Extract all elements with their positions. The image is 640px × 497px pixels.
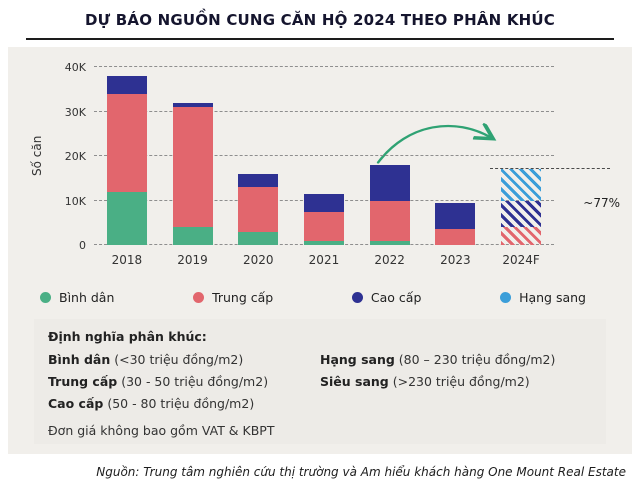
page-title: DỰ BÁO NGUỒN CUNG CĂN HỘ 2024 THEO PHÂN … bbox=[84, 11, 556, 29]
bar-segment-binh-dan bbox=[303, 240, 344, 245]
definitions-columns: Bình dân (<30 triệu đồng/m2) Trung cấp (3… bbox=[48, 352, 592, 418]
gridline bbox=[94, 155, 554, 156]
chart: Số căn ~77% 0 10K 20K 30K 40K 2018 2019 2020 20… bbox=[8, 59, 632, 281]
definition-sieu-sang: Siêu sang (>230 triệu đồng/m2) bbox=[320, 374, 592, 389]
legend-item-cao-cap: Cao cấp bbox=[351, 290, 422, 305]
title-bar: DỰ BÁO NGUỒN CUNG CĂN HỘ 2024 THEO PHÂN … bbox=[26, 0, 614, 40]
definition-term: Cao cấp bbox=[48, 396, 104, 411]
x-tick-label: 2022 bbox=[374, 253, 405, 267]
bar-segment-binh-dan bbox=[106, 191, 147, 245]
definition-cao-cap: Cao cấp (50 - 80 triệu đồng/m2) bbox=[48, 396, 320, 411]
legend-dot-trung-cap bbox=[193, 292, 205, 303]
y-axis-label: Số căn bbox=[30, 135, 44, 177]
bar-segment-cao-cap bbox=[501, 200, 542, 228]
growth-annotation: ~77% bbox=[583, 196, 620, 211]
legend: Bình dân Trung cấp Cao cấp Hạng sang bbox=[8, 281, 632, 315]
definition-term: Trung cấp bbox=[48, 374, 118, 389]
definitions-note: Đơn giá không bao gồm VAT & KBPT bbox=[48, 423, 275, 438]
gridline bbox=[94, 110, 554, 112]
bar-2022 bbox=[369, 67, 410, 245]
growth-arrow-icon bbox=[376, 119, 499, 164]
legend-dot-cao-cap bbox=[351, 292, 363, 303]
bar-segment-trung-cap bbox=[435, 229, 476, 245]
bar-2019 bbox=[172, 67, 213, 245]
definitions: Định nghĩa phân khúc: Bình dân (<30 triệ… bbox=[34, 319, 606, 444]
y-tick-label: 30K bbox=[64, 105, 86, 119]
legend-item-trung-cap: Trung cấp bbox=[193, 290, 273, 305]
x-tick-label: 2018 bbox=[111, 253, 143, 267]
definition-term: Hạng sang bbox=[320, 352, 395, 367]
definition-range: (30 - 50 triệu đồng/m2) bbox=[117, 374, 269, 389]
bar-2024f bbox=[501, 67, 542, 245]
y-tick-label: 40K bbox=[64, 61, 86, 74]
x-tick-label: 2024F bbox=[502, 253, 540, 267]
bar-segment-trung-cap bbox=[501, 227, 542, 245]
legend-label: Trung cấp bbox=[212, 290, 274, 305]
bars bbox=[94, 67, 554, 245]
definitions-column-left: Bình dân (<30 triệu đồng/m2) Trung cấp (3… bbox=[48, 352, 320, 418]
bar-2018 bbox=[106, 67, 147, 245]
legend-item-hang-sang: Hạng sang bbox=[500, 290, 586, 305]
bar-segment-cao-cap bbox=[238, 173, 279, 188]
bar-2021 bbox=[303, 67, 344, 245]
bar-2020 bbox=[238, 67, 279, 245]
definitions-column-right: Hạng sang (80 – 230 triệu đồng/m2) Siêu s… bbox=[320, 352, 592, 418]
definition-range: (50 - 80 triệu đồng/m2) bbox=[103, 396, 255, 411]
bar-segment-trung-cap bbox=[238, 187, 279, 232]
definitions-heading: Định nghĩa phân khúc: bbox=[48, 329, 207, 344]
definition-binh-dan: Bình dân (<30 triệu đồng/m2) bbox=[48, 352, 320, 367]
y-tick-label: 20K bbox=[64, 150, 86, 163]
bar-segment-trung-cap bbox=[106, 93, 147, 192]
bar-segment-trung-cap bbox=[172, 107, 213, 228]
legend-item-binh-dan: Bình dân bbox=[40, 290, 114, 305]
gridline bbox=[94, 66, 554, 67]
definition-term: Bình dân bbox=[48, 352, 111, 367]
legend-dot-binh-dan bbox=[40, 292, 51, 303]
definition-range: (>230 triệu đồng/m2) bbox=[388, 374, 530, 389]
bar-2023 bbox=[435, 67, 476, 245]
bar-segment-trung-cap bbox=[303, 211, 344, 241]
bar-segment-cao-cap bbox=[303, 193, 344, 212]
definition-term: Siêu sang bbox=[320, 374, 389, 389]
definition-hang-sang: Hạng sang (80 – 230 triệu đồng/m2) bbox=[320, 352, 592, 367]
definition-trung-cap: Trung cấp (30 - 50 triệu đồng/m2) bbox=[48, 374, 320, 389]
forecast-dashed-line bbox=[489, 168, 610, 170]
y-tick-label: 10K bbox=[64, 194, 86, 208]
bar-segment-cao-cap bbox=[435, 202, 476, 230]
definition-range: (80 – 230 triệu đồng/m2) bbox=[394, 352, 556, 367]
bar-segment-trung-cap bbox=[369, 200, 410, 241]
plot-area: ~77% 0 10K 20K 30K 40K bbox=[65, 61, 620, 252]
source-caption: Nguồn: Trung tâm nghiên cứu thị trường v… bbox=[96, 465, 626, 479]
legend-label: Hạng sang bbox=[519, 290, 586, 305]
legend-label: Bình dân bbox=[59, 290, 115, 305]
x-axis-labels: 2018 2019 2020 2021 2022 2023 2024F bbox=[94, 253, 554, 267]
x-tick-label: 2020 bbox=[242, 253, 274, 267]
bar-segment-cao-cap bbox=[106, 75, 147, 94]
chart-panel: Số căn ~77% 0 10K 20K 30K 40K 2018 2019 2020 20… bbox=[8, 47, 632, 454]
bar-segment-binh-dan bbox=[172, 227, 213, 245]
y-tick-label: 0 bbox=[79, 239, 86, 252]
x-tick-label: 2023 bbox=[440, 253, 471, 267]
x-tick-label: 2019 bbox=[177, 253, 208, 267]
legend-dot-hang-sang bbox=[500, 292, 512, 303]
bar-segment-cao-cap bbox=[172, 102, 213, 108]
bar-segment-hang-sang bbox=[501, 169, 542, 201]
x-tick-label: 2021 bbox=[308, 253, 340, 267]
bar-segment-binh-dan bbox=[369, 240, 410, 245]
legend-label: Cao cấp bbox=[370, 290, 422, 305]
bar-segment-cao-cap bbox=[369, 164, 410, 201]
bar-segment-binh-dan bbox=[238, 231, 279, 245]
definition-range: (<30 triệu đồng/m2) bbox=[110, 352, 244, 367]
